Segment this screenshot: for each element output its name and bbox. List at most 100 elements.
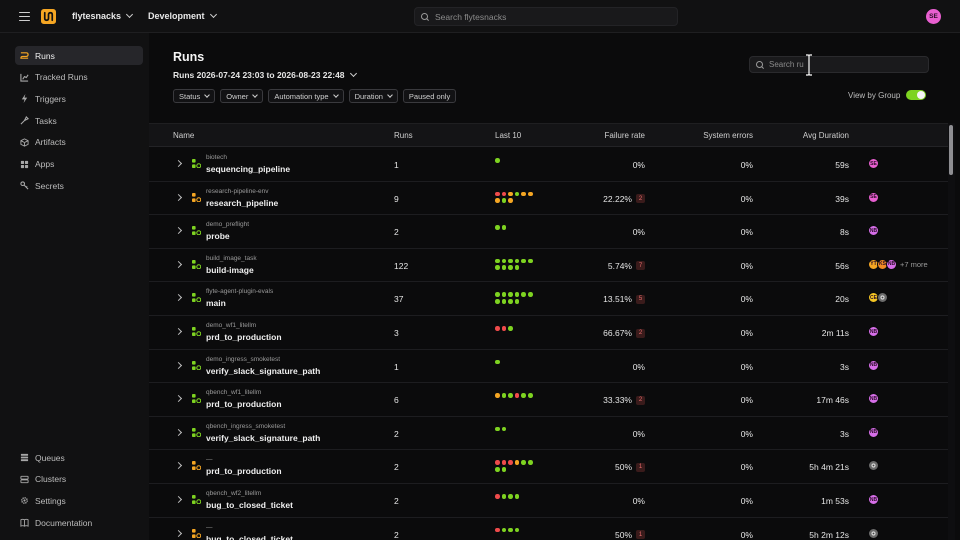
chevron-right-icon[interactable] — [174, 462, 183, 470]
run-status-dot[interactable] — [501, 191, 507, 197]
run-status-dot[interactable] — [501, 292, 507, 297]
run-status-dot[interactable] — [501, 225, 507, 230]
owner-avatar[interactable]: NB — [886, 258, 897, 270]
sidebar-item-tasks[interactable]: Tasks — [15, 111, 143, 130]
date-range-selector[interactable]: Runs 2026-07-24 23:03 to 2026-08-23 22:4… — [173, 69, 357, 80]
run-status-dot[interactable] — [508, 198, 513, 203]
table-row[interactable]: — prd_to_production 2 0% 5h 4m 21s 50% 1 — [149, 450, 949, 484]
table-scrollbar[interactable] — [948, 123, 955, 540]
run-status-dot[interactable] — [508, 292, 513, 297]
run-status-dot[interactable] — [514, 191, 520, 197]
sidebar-item-runs[interactable]: Runs — [15, 46, 143, 65]
run-status-dot[interactable] — [508, 393, 513, 398]
filter-status[interactable]: Status — [173, 89, 216, 103]
table-row[interactable]: — bug_to_closed_ticket 2 0% 5h 2m 12s 50% 1 — [149, 518, 949, 540]
sidebar-item-secrets[interactable]: Secrets — [15, 176, 143, 195]
column-header-system-errors[interactable]: System errors — [703, 131, 753, 140]
run-status-dot[interactable] — [495, 393, 500, 398]
project-selector[interactable]: flytesnacks — [72, 10, 134, 21]
runs-search-input[interactable] — [769, 60, 919, 69]
chevron-right-icon[interactable] — [174, 227, 183, 235]
bot-avatar-icon[interactable] — [877, 292, 888, 304]
column-header-name[interactable]: Name — [173, 131, 195, 140]
chevron-right-icon[interactable] — [174, 495, 183, 504]
run-status-dot[interactable] — [495, 258, 500, 264]
run-status-dot[interactable] — [514, 292, 520, 297]
run-status-dot[interactable] — [501, 326, 507, 331]
run-status-dot[interactable] — [495, 326, 500, 331]
table-row[interactable]: demo_wf1_litellm prd_to_production 3 0% 2m 1… — [149, 316, 949, 350]
column-header-failure-rate[interactable]: Failure rate — [604, 131, 645, 140]
chevron-right-icon[interactable] — [174, 193, 183, 201]
table-row[interactable]: qbench_ingress_smoketest verify_slack_sig… — [149, 417, 949, 451]
owner-avatar[interactable]: NB — [868, 326, 879, 337]
filter-duration[interactable]: Duration — [348, 89, 398, 103]
menu-icon[interactable] — [19, 12, 30, 21]
owner-avatar[interactable]: SE — [868, 191, 879, 203]
run-status-dot[interactable] — [495, 359, 500, 365]
run-status-dot[interactable] — [514, 298, 520, 304]
global-search-input[interactable]: Search flytesnacks — [414, 7, 678, 26]
table-row[interactable]: demo_preflight probe 2 0% 8s 0% NB — [149, 215, 949, 249]
run-status-dot[interactable] — [514, 460, 520, 465]
run-status-dot[interactable] — [508, 460, 513, 465]
table-row[interactable]: research-pipeline-env research_pipeline 9 0… — [149, 182, 949, 216]
run-status-dot[interactable] — [508, 258, 513, 264]
chevron-right-icon[interactable] — [174, 529, 183, 537]
run-status-dot[interactable] — [495, 460, 500, 465]
runs-search-box[interactable] — [749, 56, 929, 73]
run-status-dot[interactable] — [495, 466, 500, 472]
run-status-dot[interactable] — [495, 426, 500, 432]
run-status-dot[interactable] — [508, 191, 513, 197]
run-status-dot[interactable] — [501, 466, 507, 472]
owner-avatar[interactable]: NB — [868, 359, 879, 371]
run-status-dot[interactable] — [527, 191, 533, 197]
run-status-dot[interactable] — [514, 265, 520, 270]
filter-owner[interactable]: Owner — [220, 89, 264, 103]
run-status-dot[interactable] — [508, 298, 513, 304]
table-row[interactable]: qbench_wf2_litellm bug_to_closed_ticket 2 0… — [149, 484, 949, 518]
run-status-dot[interactable] — [501, 527, 507, 533]
owner-avatar[interactable]: NB — [868, 225, 879, 237]
run-status-dot[interactable] — [508, 494, 513, 499]
owner-avatar[interactable]: NB — [868, 393, 879, 405]
owner-avatar[interactable]: NB — [868, 426, 879, 438]
run-status-dot[interactable] — [495, 158, 500, 163]
column-header-last-10[interactable]: Last 10 — [495, 131, 522, 140]
run-status-dot[interactable] — [527, 292, 533, 297]
run-status-dot[interactable] — [521, 393, 526, 398]
run-status-dot[interactable] — [521, 191, 526, 197]
run-status-dot[interactable] — [495, 198, 500, 203]
chevron-right-icon[interactable] — [174, 294, 183, 302]
sidebar-item-tracked-runs[interactable]: Tracked Runs — [15, 68, 143, 87]
run-status-dot[interactable] — [501, 298, 507, 304]
run-status-dot[interactable] — [508, 265, 513, 270]
run-status-dot[interactable] — [501, 265, 507, 270]
table-row[interactable]: qbench_wf1_litellm prd_to_production 6 0% 17… — [149, 383, 949, 417]
run-status-dot[interactable] — [501, 494, 507, 499]
run-status-dot[interactable] — [521, 460, 526, 465]
run-status-dot[interactable] — [527, 393, 533, 398]
user-avatar[interactable]: SE — [926, 9, 941, 24]
table-row[interactable]: build_image_task build-image 122 0% 56s 5.74%… — [149, 249, 949, 283]
run-status-dot[interactable] — [495, 191, 500, 197]
owner-avatar[interactable]: SE — [868, 158, 879, 169]
run-status-dot[interactable] — [501, 258, 507, 264]
bot-avatar-icon[interactable] — [868, 527, 879, 539]
run-status-dot[interactable] — [521, 258, 526, 264]
sidebar-item-documentation[interactable]: Documentation — [15, 513, 143, 532]
sidebar-item-settings[interactable]: Settings — [15, 491, 143, 510]
column-header-runs[interactable]: Runs — [394, 131, 413, 140]
scrollbar-thumb[interactable] — [949, 125, 953, 175]
bot-avatar-icon[interactable] — [868, 460, 879, 472]
view-by-group-toggle[interactable] — [906, 90, 927, 100]
filter-automation-type[interactable]: Automation type — [268, 89, 344, 103]
table-row[interactable]: demo_ingress_smoketest verify_slack_signa… — [149, 350, 949, 384]
sidebar-item-apps[interactable]: Apps — [15, 155, 143, 174]
chevron-right-icon[interactable] — [174, 327, 183, 336]
more-owners-link[interactable]: +7 more — [900, 259, 928, 269]
column-header-avg-duration[interactable]: Avg Duration — [802, 131, 849, 140]
chevron-right-icon[interactable] — [174, 361, 183, 369]
run-status-dot[interactable] — [495, 494, 500, 499]
run-status-dot[interactable] — [521, 292, 526, 297]
